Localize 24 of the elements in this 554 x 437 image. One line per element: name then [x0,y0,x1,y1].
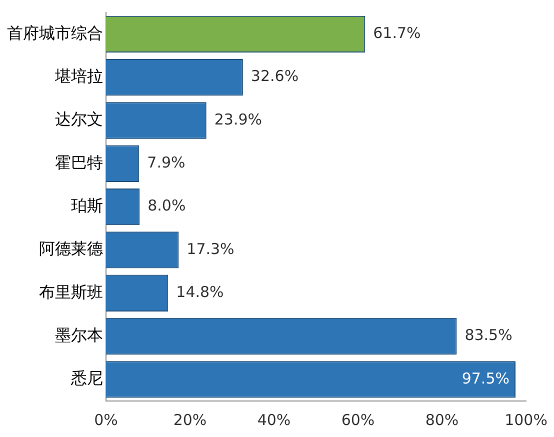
y-tick-label: 布里斯班 [39,282,103,302]
y-tick-label: 阿德莱德 [39,239,103,258]
x-tick-label: 60% [341,410,375,429]
data-label: 8.0% [148,196,186,215]
y-tick-label: 堪培拉 [54,66,103,86]
x-tick-label: 20% [173,410,207,429]
data-label: 17.3% [186,240,234,258]
y-tick-label: 墨尔本 [55,325,103,344]
data-label: 14.8% [176,283,224,301]
data-label: 61.7% [373,24,421,42]
x-tick-label: 80% [425,410,459,429]
data-label: 23.9% [214,110,262,128]
data-label: 7.9% [147,154,186,172]
y-tick-label: 霍巴特 [55,152,103,172]
y-tick-label: 达尔文 [55,110,103,129]
y-tick-label: 悉尼 [70,368,103,388]
data-label: 32.6% [250,67,299,86]
data-label: 97.5% [462,369,510,388]
data-label: 83.5% [464,326,512,344]
y-tick-label: 珀斯 [71,196,103,215]
x-tick-label: 100% [504,410,548,429]
x-tick-label: 0% [94,410,118,429]
y-tick-label: 首府城市综合 [7,23,103,42]
x-tick-label: 40% [257,410,291,429]
